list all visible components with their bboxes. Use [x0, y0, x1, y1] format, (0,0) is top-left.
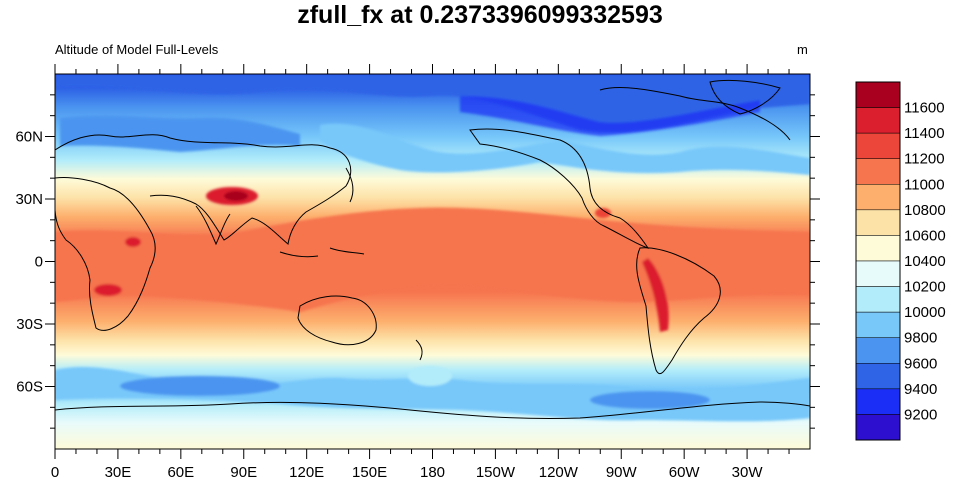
- colorbar-swatch: [855, 209, 901, 236]
- colorbar-swatch: [855, 311, 901, 338]
- y-tick-label: 60N: [15, 129, 43, 146]
- colorbar-label: 9800: [904, 330, 937, 347]
- colorbar-swatch: [855, 107, 901, 134]
- x-tick-label: 150W: [476, 464, 516, 481]
- colorbar-swatch: [855, 235, 901, 262]
- y-axis-right: [810, 94, 820, 429]
- y-tick-label: 60S: [16, 379, 43, 396]
- x-tick-label: 0: [51, 464, 59, 481]
- colorbar-swatch: [855, 81, 901, 108]
- x-tick-label: 150E: [352, 464, 387, 481]
- colorbar-label: 9200: [904, 406, 937, 423]
- x-tick-label: 30W: [732, 464, 764, 481]
- y-tick-label: 30N: [15, 191, 43, 208]
- colorbar-label: 11600: [904, 100, 945, 117]
- colorbar-swatch: [855, 286, 901, 313]
- colorbar-label: 10600: [904, 227, 946, 244]
- x-tick-label: 30E: [105, 464, 132, 481]
- x-axis: 0 30E 60E 90E 120E 150E 180 150W 120W 90W 60W 30W: [51, 64, 790, 481]
- y-tick-label: 0: [35, 254, 43, 271]
- colorbar-swatch: [855, 184, 901, 211]
- colorbar-frame: [855, 81, 901, 441]
- colorbar-label: 11000: [904, 176, 945, 193]
- colorbar-label: 11400: [904, 125, 945, 142]
- x-tick-label: 120W: [539, 464, 579, 481]
- chart-title: zfull_fx at 0.2373396099332593: [297, 1, 663, 29]
- x-tick-label: 120E: [289, 464, 324, 481]
- colorbar-swatch: [855, 158, 901, 185]
- y-axis-left: 60N 30N 0 30S 60S: [15, 94, 55, 429]
- y-tick-label: 30S: [16, 316, 43, 333]
- colorbar-swatch: [855, 388, 901, 415]
- colorbar-label: 10800: [904, 202, 946, 219]
- x-tick-label: 90W: [606, 464, 638, 481]
- x-tick-label: 60W: [669, 464, 701, 481]
- colorbar-label: 9400: [904, 381, 937, 398]
- colorbar-swatch: [855, 260, 901, 287]
- colorbar-swatch: [855, 363, 901, 390]
- left-subtitle: Altitude of Model Full-Levels: [55, 42, 219, 57]
- coastlines: [55, 79, 810, 420]
- colorbar-label: 9600: [904, 355, 937, 372]
- x-tick-label: 60E: [167, 464, 194, 481]
- colorbar-label: 10200: [904, 279, 946, 296]
- colorbar-swatch: [855, 414, 901, 441]
- units-subtitle: m: [797, 42, 808, 57]
- colorbar-label: 10400: [904, 253, 946, 270]
- colorbar-swatch: [855, 337, 901, 364]
- colorbar-label: 10000: [904, 304, 946, 321]
- x-tick-label: 180: [420, 464, 445, 481]
- colorbar-label: 11200: [904, 151, 945, 168]
- colorbar: 11600 11400 11200 11000 10800 10600 10400 10200…: [855, 81, 946, 441]
- x-tick-label: 90E: [230, 464, 257, 481]
- contour-fill: [55, 74, 810, 449]
- colorbar-swatch: [855, 132, 901, 159]
